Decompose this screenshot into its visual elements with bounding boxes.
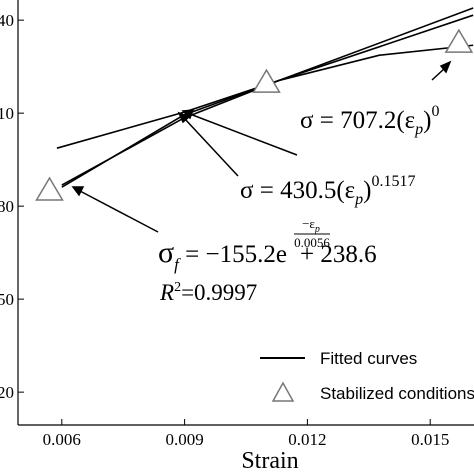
legend-label: Stabilized conditions: [320, 384, 474, 403]
equation-part: R: [159, 280, 174, 305]
legend-label: Fitted curves: [320, 349, 417, 368]
equation: + 238.6: [300, 241, 377, 268]
equation-part: 0.1517: [371, 173, 415, 190]
equation: σ = 430.5(εp)0.1517: [240, 173, 415, 208]
equation: R2=0.9997: [159, 280, 257, 305]
x-tick-label: 0.015: [411, 430, 449, 449]
equation-part: ): [423, 107, 431, 134]
legend-marker: [271, 381, 295, 402]
equation-part: f: [174, 255, 181, 274]
x-tick-label: 0.012: [288, 430, 326, 449]
x-tick-label: 0.009: [165, 430, 203, 449]
stabilized-point: [444, 28, 474, 53]
equation-part: σ: [158, 236, 174, 269]
equation-part: σ = 707.2(ε: [300, 107, 415, 134]
y-tick-label: 210: [0, 104, 14, 123]
fitted-curve: [61, 14, 474, 188]
equation-part: = −155.2e: [179, 241, 287, 268]
equation-part: σ = 430.5(ε: [240, 177, 355, 204]
y-tick-label: 180: [0, 197, 14, 216]
equation-part: 0.0056: [294, 235, 330, 250]
equation-part: p: [354, 191, 363, 208]
equation-part: p: [314, 224, 320, 235]
equation-part: 0: [431, 103, 439, 120]
fitted-curve: [61, 44, 474, 186]
equation-part: + 238.6: [300, 241, 377, 268]
stabilized-point: [252, 68, 281, 93]
equation-part: p: [414, 121, 423, 138]
equation: σ = 707.2(εp)0: [300, 103, 439, 138]
arrows: [71, 60, 452, 233]
equation-part: ): [363, 177, 371, 204]
fitted-curve: [56, 7, 474, 149]
y-tick-label: 240: [0, 11, 14, 30]
y-tick-label: 120: [0, 383, 14, 402]
equation-part: =0.9997: [181, 280, 257, 305]
x-axis-title: Strain: [241, 448, 298, 474]
equation-part: −ε: [302, 216, 315, 231]
equation-part: 2: [174, 280, 181, 295]
x-tick-label: 0.006: [43, 430, 81, 449]
equation: −εp: [302, 216, 320, 235]
equation: σf = −155.2e: [158, 236, 287, 274]
y-tick-label: 150: [0, 290, 14, 309]
stabilized-point: [35, 176, 64, 201]
